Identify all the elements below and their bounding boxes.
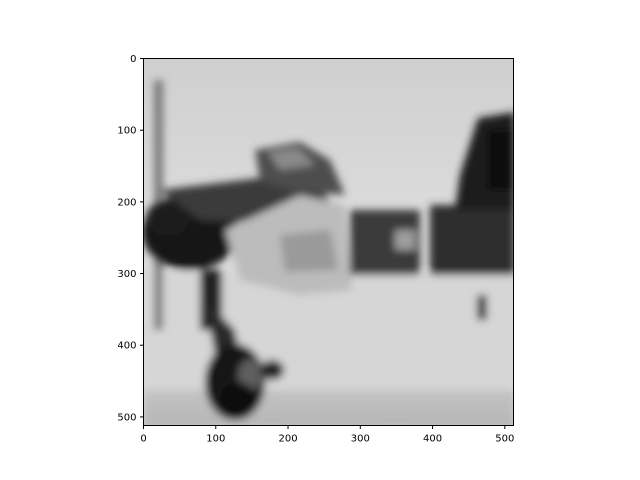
airplane-photo xyxy=(143,58,514,426)
x-tick-label: 200 xyxy=(278,434,297,445)
x-tick-label: 100 xyxy=(206,434,225,445)
y-tick-label: 0 xyxy=(130,54,136,65)
y-tick-label: 300 xyxy=(117,269,136,280)
x-tick-label: 300 xyxy=(351,434,370,445)
plot-frame xyxy=(143,58,514,426)
y-tick-label: 200 xyxy=(117,197,136,208)
x-axis: 0 100 200 300 400 500 xyxy=(140,425,514,445)
y-tick-label: 100 xyxy=(117,126,136,137)
y-axis: 0 100 200 300 400 500 xyxy=(117,54,144,423)
y-tick-label: 400 xyxy=(117,341,136,352)
x-tick-label: 500 xyxy=(495,434,514,445)
x-tick-label: 400 xyxy=(423,434,442,445)
x-tick-label: 0 xyxy=(140,434,146,445)
y-tick-label: 500 xyxy=(117,412,136,423)
